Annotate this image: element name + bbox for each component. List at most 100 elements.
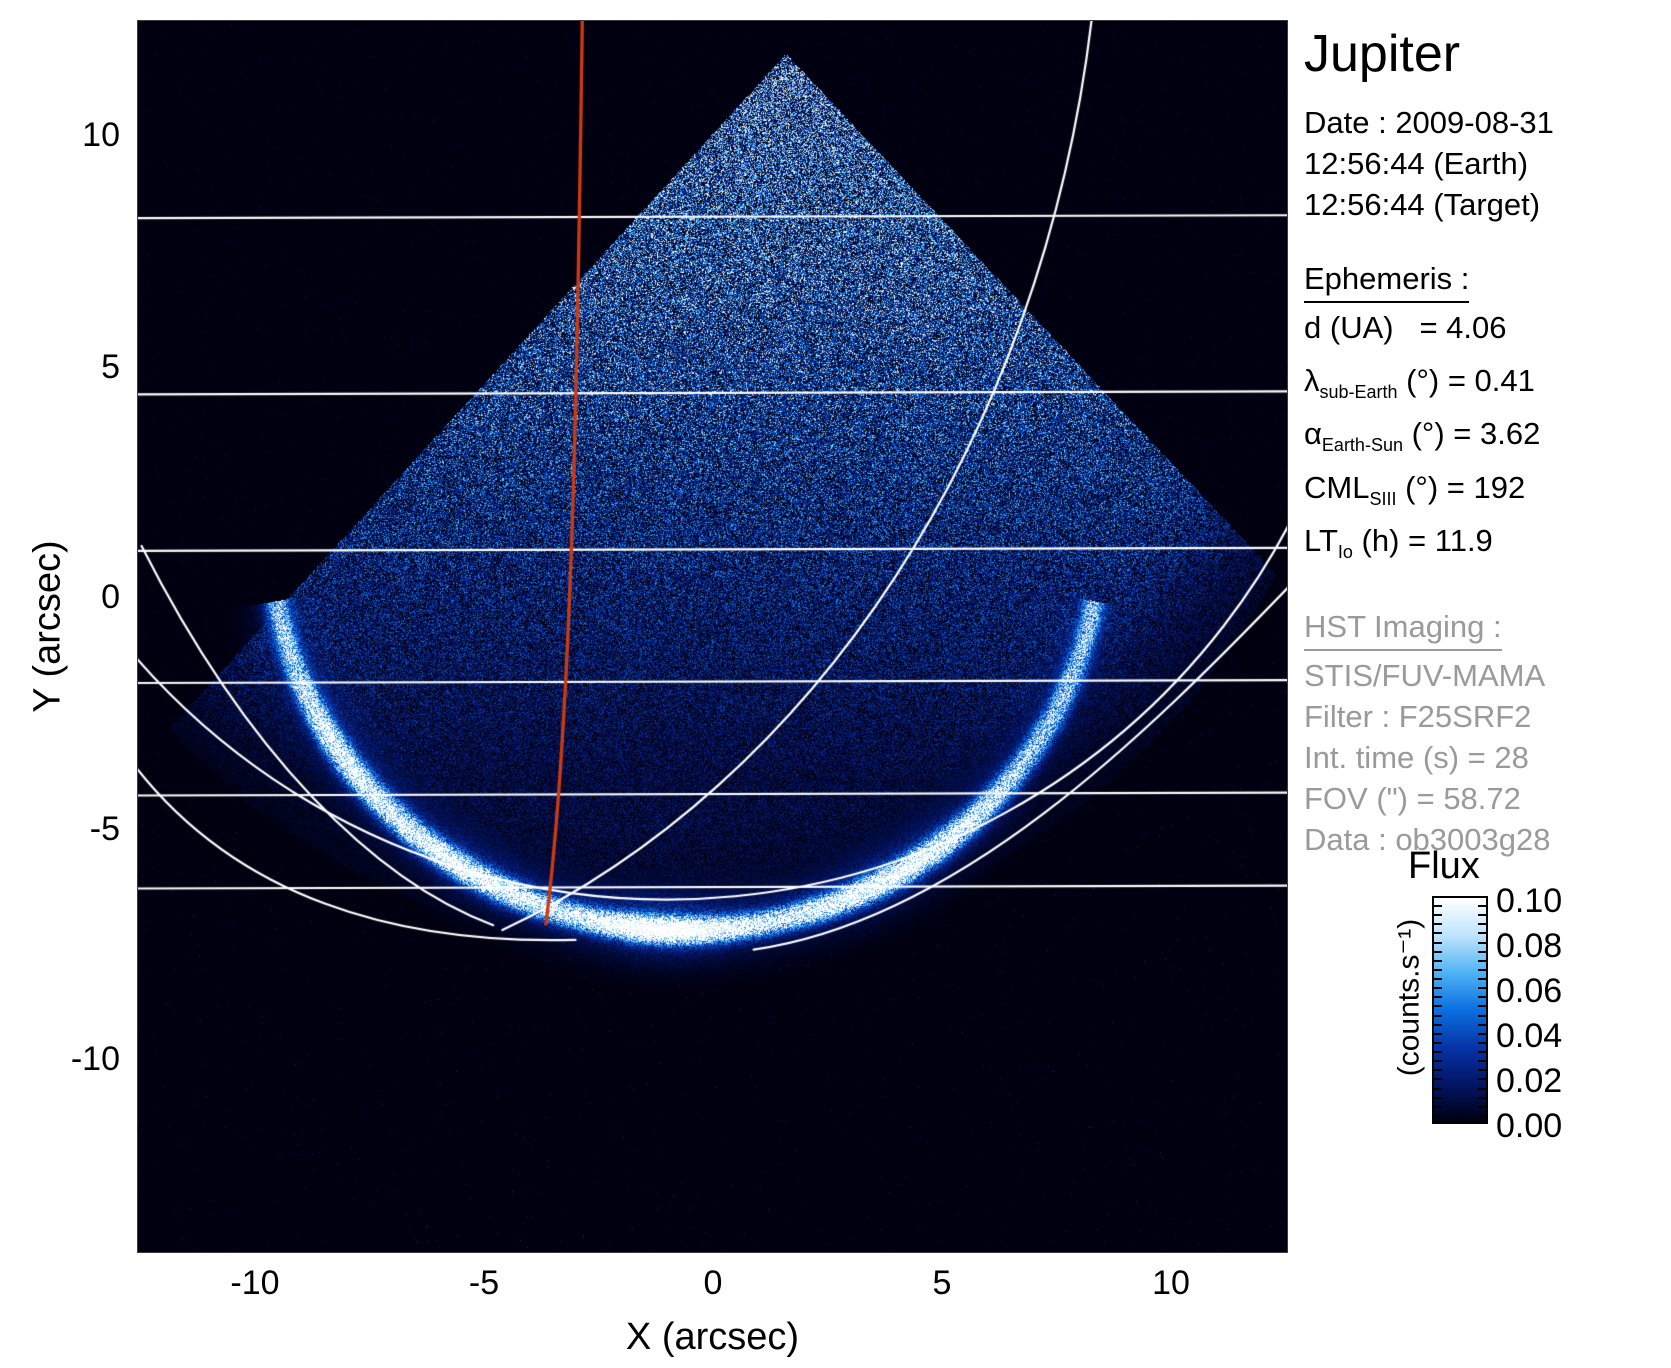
colorbar-minor-tick <box>1478 1078 1488 1081</box>
colorbar-minor-tick <box>1478 1096 1488 1099</box>
colorbar-tick-000: 0.00 <box>1496 1107 1563 1145</box>
observation-time-earth: 12:56:44 (Earth) <box>1304 146 1529 181</box>
colorbar-minor-tick <box>1432 941 1442 944</box>
colorbar-minor-tick <box>1478 1069 1488 1072</box>
colorbar-tick-006: 0.06 <box>1496 972 1563 1010</box>
colorbar-minor-tick <box>1432 1087 1442 1090</box>
ephemeris-block: Ephemeris : d (UA) = 4.06 λsub-Earth (°)… <box>1300 259 1671 573</box>
x-tick-m10: -10 <box>230 1264 280 1302</box>
ephemeris-heading: Ephemeris : <box>1304 259 1470 303</box>
colorbar-minor-tick <box>1478 1105 1488 1108</box>
colorbar-minor-tick <box>1478 1087 1488 1090</box>
hst-imaging-block: HST Imaging : STIS/FUV-MAMA Filter : F25… <box>1300 607 1671 860</box>
x-tick-m5: -5 <box>468 1264 500 1302</box>
sky-image-plot <box>137 20 1288 1253</box>
ephemeris-symbol-lt: LT <box>1304 522 1338 558</box>
hst-fov: FOV (") = 58.72 <box>1304 780 1521 816</box>
ephemeris-symbol-lambda: λ <box>1304 363 1320 399</box>
colorbar-minor-tick <box>1432 1014 1442 1017</box>
y-tick-0: 0 <box>101 578 120 616</box>
ephemeris-row-lt: LTIo (h) = 11.9 <box>1304 520 1671 573</box>
hst-imaging-heading: HST Imaging : <box>1304 607 1502 651</box>
x-tick-5: 5 <box>932 1264 952 1302</box>
hst-data-id: Data : ob3003g28 <box>1304 821 1551 857</box>
colorbar-minor-tick <box>1478 914 1488 917</box>
colorbar-minor-tick <box>1478 1114 1488 1117</box>
ephemeris-row-lambda: λsub-Earth (°) = 0.41 <box>1304 360 1671 413</box>
colorbar-minor-tick <box>1432 950 1442 953</box>
ephemeris-symbol-alpha: α <box>1304 416 1322 452</box>
colorbar-minor-tick <box>1432 1114 1442 1117</box>
observation-date: Date : 2009-08-31 <box>1304 105 1554 140</box>
target-title: Jupiter <box>1304 25 1461 83</box>
colorbar-minor-tick <box>1478 996 1488 999</box>
colorbar-minor-tick <box>1432 987 1442 990</box>
colorbar-minor-tick <box>1478 968 1488 971</box>
colorbar-unit-label: (counts.s⁻¹) <box>1392 918 1426 1077</box>
ephemeris-value-cml: = 192 <box>1446 469 1526 505</box>
colorbar-minor-tick <box>1478 959 1488 962</box>
ephemeris-unit-lambda: (°) <box>1406 363 1440 399</box>
colorbar-minor-tick <box>1478 1041 1488 1044</box>
colorbar-minor-tick <box>1432 978 1442 981</box>
ephemeris-unit-alpha: (°) <box>1411 416 1445 452</box>
colorbar-minor-tick <box>1478 1032 1488 1035</box>
colorbar-minor-tick <box>1432 1078 1442 1081</box>
ephemeris-sub-lambda: sub-Earth <box>1319 382 1398 403</box>
colorbar-minor-tick <box>1432 932 1442 935</box>
colorbar-minor-tick <box>1478 1005 1488 1008</box>
ephemeris-row-d: d (UA) = 4.06 <box>1304 307 1671 360</box>
colorbar-minor-tick <box>1432 1051 1442 1054</box>
colorbar-minor-tick <box>1432 968 1442 971</box>
colorbar-minor-tick <box>1432 959 1442 962</box>
ephemeris-sub-lt: Io <box>1337 541 1353 562</box>
colorbar-minor-tick <box>1478 923 1488 926</box>
ephemeris-row-alpha: αEarth-Sun (°) = 3.62 <box>1304 413 1671 466</box>
colorbar-minor-tick <box>1432 1023 1442 1026</box>
y-tick-m5: -5 <box>89 810 120 848</box>
ephemeris-symbol-cml: CML <box>1304 469 1370 505</box>
ephemeris-row-cml: CMLSIII (°) = 192 <box>1304 467 1671 520</box>
colorbar-tick-010: 0.10 <box>1496 882 1563 920</box>
observation-time-target: 12:56:44 (Target) <box>1304 187 1541 222</box>
ephemeris-value-alpha: = 3.62 <box>1453 416 1541 452</box>
colorbar-minor-tick <box>1432 1032 1442 1035</box>
colorbar-minor-tick <box>1478 1051 1488 1054</box>
ephemeris-value-lambda: = 0.41 <box>1447 363 1535 399</box>
colorbar-minor-tick <box>1478 905 1488 908</box>
colorbar-minor-tick <box>1432 1060 1442 1063</box>
colorbar-minor-tick <box>1432 1096 1442 1099</box>
colorbar-minor-tick <box>1432 914 1442 917</box>
colorbar-minor-tick <box>1478 1023 1488 1026</box>
colorbar-gradient <box>1432 896 1488 1124</box>
colorbar-minor-tick <box>1432 905 1442 908</box>
colorbar-tick-002: 0.02 <box>1496 1062 1563 1100</box>
y-tick-m10: -10 <box>70 1040 120 1078</box>
ephemeris-unit-d: (UA) <box>1329 310 1394 345</box>
colorbar-minor-tick <box>1478 941 1488 944</box>
colorbar-minor-tick <box>1432 1005 1442 1008</box>
y-axis-title: Y (arcsec) <box>26 540 69 713</box>
colorbar-minor-tick <box>1478 978 1488 981</box>
colorbar-minor-tick <box>1432 923 1442 926</box>
observation-block: Date : 2009-08-31 12:56:44 (Earth) 12:56… <box>1300 102 1671 225</box>
colorbar-minor-tick <box>1478 1060 1488 1063</box>
colorbar-group: Flux (counts.s⁻¹) 0.10 0.08 0.06 0.04 0.… <box>1300 840 1671 1200</box>
colorbar-minor-tick <box>1432 1041 1442 1044</box>
ephemeris-symbol-d: d <box>1304 310 1322 345</box>
colorbar-minor-tick <box>1478 950 1488 953</box>
hst-int-time: Int. time (s) = 28 <box>1304 739 1529 775</box>
y-tick-5: 5 <box>101 348 120 386</box>
info-panel: Jupiter Date : 2009-08-31 12:56:44 (Eart… <box>1300 10 1671 868</box>
colorbar-minor-tick <box>1478 932 1488 935</box>
ephemeris-unit-lt: (h) <box>1361 522 1400 558</box>
hst-filter: Filter : F25SRF2 <box>1304 698 1532 734</box>
jupiter-fuv-image <box>137 20 1288 1253</box>
colorbar-tick-004: 0.04 <box>1496 1017 1563 1055</box>
colorbar-minor-tick <box>1432 1069 1442 1072</box>
hst-instrument: STIS/FUV-MAMA <box>1304 657 1546 693</box>
ephemeris-sub-cml: SIII <box>1369 488 1397 509</box>
colorbar-minor-tick <box>1432 996 1442 999</box>
colorbar-minor-tick <box>1478 987 1488 990</box>
colorbar-title: Flux <box>1408 845 1480 887</box>
